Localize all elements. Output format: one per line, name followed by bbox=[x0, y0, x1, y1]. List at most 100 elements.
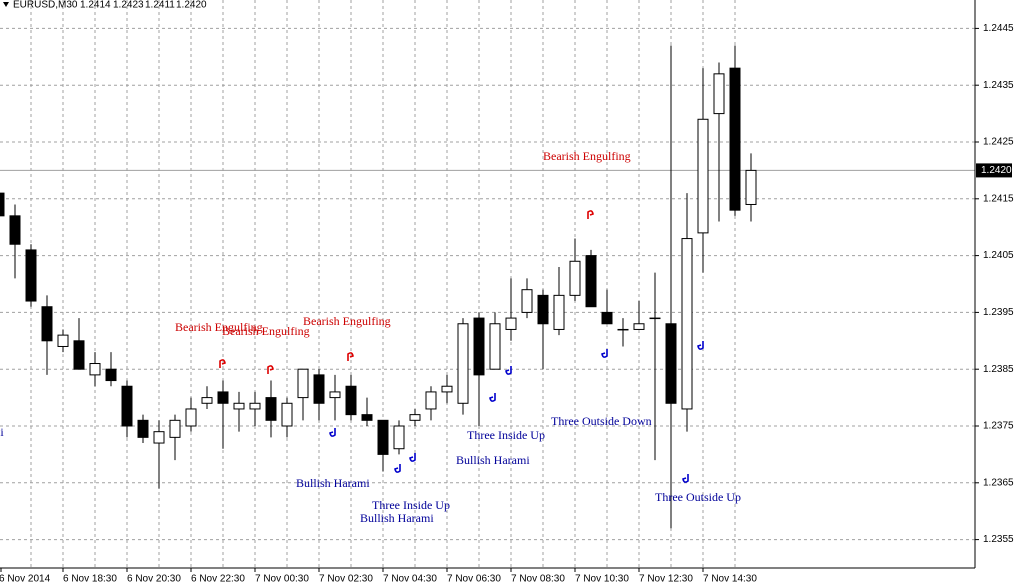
current-price-label: 1.2420 bbox=[981, 165, 1012, 176]
candle-body bbox=[537, 294, 549, 325]
pattern-label: Three Inside Up bbox=[372, 498, 450, 512]
pattern-arrow bbox=[347, 352, 354, 361]
y-tick-label: 1.2355 bbox=[983, 534, 1014, 545]
header-open: 1.2414 bbox=[80, 0, 111, 11]
pattern-label: Three Inside Up bbox=[467, 428, 545, 442]
pattern-label: Bullish Harami bbox=[296, 476, 370, 490]
candle-body bbox=[713, 73, 725, 115]
candle-body bbox=[0, 192, 5, 217]
pattern-arrow bbox=[329, 428, 336, 437]
candle-body bbox=[649, 317, 661, 320]
candle-body bbox=[665, 323, 677, 404]
pattern-arrow bbox=[219, 359, 226, 368]
candle-body bbox=[585, 255, 597, 308]
candle-body bbox=[297, 368, 309, 399]
candle-body bbox=[25, 249, 37, 302]
y-tick-label: 1.2395 bbox=[983, 307, 1014, 318]
pattern-label: Bearish Engulfing bbox=[175, 320, 263, 334]
x-tick-label: 6 Nov 20:30 bbox=[127, 574, 181, 585]
x-tick-label: 6 Nov 22:30 bbox=[191, 574, 245, 585]
candle-body bbox=[473, 317, 485, 376]
candle-body bbox=[377, 419, 389, 455]
y-tick-label: 1.2375 bbox=[983, 421, 1014, 432]
header-high: 1.2423 bbox=[113, 0, 144, 11]
candle-body bbox=[281, 402, 293, 427]
pattern-arrow bbox=[267, 365, 274, 374]
candle-body bbox=[185, 408, 197, 427]
y-tick-label: 1.2425 bbox=[983, 137, 1014, 148]
y-tick-label: 1.2385 bbox=[983, 364, 1014, 375]
y-tick-label: 1.2445 bbox=[983, 23, 1014, 34]
pattern-label: Bullish Harami bbox=[360, 511, 434, 525]
x-tick-label: 7 Nov 12:30 bbox=[639, 574, 693, 585]
pattern-arrow bbox=[394, 464, 401, 473]
axes: 1.2445 1.2435 1.2425 1.2415 1.2405 1.2395 1.23… bbox=[0, 23, 1014, 585]
candle-body bbox=[745, 169, 757, 205]
candle-body bbox=[89, 363, 101, 376]
candle-body bbox=[329, 391, 341, 399]
candle-body bbox=[729, 67, 741, 211]
candles bbox=[0, 45, 757, 529]
pattern-arrow bbox=[505, 366, 512, 375]
candle-body bbox=[505, 317, 517, 330]
candle-body bbox=[9, 215, 21, 245]
x-tick-label: 7 Nov 00:30 bbox=[255, 574, 309, 585]
pattern-arrow bbox=[697, 341, 704, 350]
y-tick-label: 1.2405 bbox=[983, 250, 1014, 261]
candle-body bbox=[489, 323, 501, 370]
pattern-arrow bbox=[409, 453, 416, 462]
candle-body bbox=[425, 391, 437, 410]
candle-body bbox=[121, 385, 133, 427]
x-tick-label: 7 Nov 02:30 bbox=[319, 574, 373, 585]
x-tick-label: 7 Nov 10:30 bbox=[575, 574, 629, 585]
x-tick-label: 7 Nov 04:30 bbox=[383, 574, 437, 585]
candle-body bbox=[345, 385, 357, 416]
candle-body bbox=[521, 289, 533, 313]
candle-body bbox=[265, 397, 277, 421]
y-tick-label: 1.2435 bbox=[983, 80, 1014, 91]
candle-body bbox=[633, 323, 645, 330]
candle-body bbox=[617, 328, 629, 331]
candle-body bbox=[313, 374, 325, 404]
candle-body bbox=[441, 385, 453, 393]
candle-body bbox=[697, 118, 709, 234]
x-tick-label: 6 Nov 18:30 bbox=[63, 574, 117, 585]
pattern-label: Bearish Engulfing bbox=[303, 314, 391, 328]
pattern-arrow bbox=[489, 393, 496, 402]
candle-body bbox=[457, 323, 469, 404]
candle-body bbox=[393, 425, 405, 450]
candle-body bbox=[201, 397, 213, 404]
pattern-arrow bbox=[682, 474, 689, 483]
candle-body bbox=[105, 368, 117, 382]
candle-body bbox=[153, 431, 165, 444]
x-tick-label: 7 Nov 14:30 bbox=[703, 574, 757, 585]
y-tick-label: 1.2365 bbox=[983, 477, 1014, 488]
candle-body bbox=[137, 419, 149, 438]
pattern-arrow bbox=[601, 349, 608, 358]
candle-body bbox=[217, 391, 229, 404]
header-close: 1.2420 bbox=[176, 0, 207, 11]
candle-body bbox=[553, 294, 565, 330]
header: EURUSD,M30 1.2414 1.2423 1.2411 1.2420 bbox=[3, 0, 207, 11]
header-low: 1.2411 bbox=[145, 0, 175, 11]
candle-body bbox=[601, 311, 613, 325]
candle-body bbox=[569, 260, 581, 296]
candle-body bbox=[409, 414, 421, 421]
annotations: Bearish Engulfing Bearish Engulfing Bearis… bbox=[0, 149, 741, 525]
candle-body bbox=[361, 414, 373, 421]
x-tick-label: 7 Nov 08:30 bbox=[511, 574, 565, 585]
symbol-title: EURUSD,M30 bbox=[13, 0, 78, 11]
candle-body bbox=[57, 334, 69, 347]
candle-body bbox=[41, 306, 53, 342]
pattern-label: Bullish Harami bbox=[0, 425, 4, 439]
pattern-label: Three Outside Up bbox=[655, 490, 741, 504]
pattern-label: Bearish Engulfing bbox=[543, 149, 631, 163]
x-tick-label: 6 Nov 2014 bbox=[0, 574, 51, 585]
pattern-label: Three Outside Down bbox=[551, 414, 652, 428]
y-tick-label: 1.2415 bbox=[983, 193, 1014, 204]
pattern-label: Bullish Harami bbox=[456, 453, 530, 467]
candle-body bbox=[169, 419, 181, 438]
header-icon bbox=[3, 2, 9, 7]
